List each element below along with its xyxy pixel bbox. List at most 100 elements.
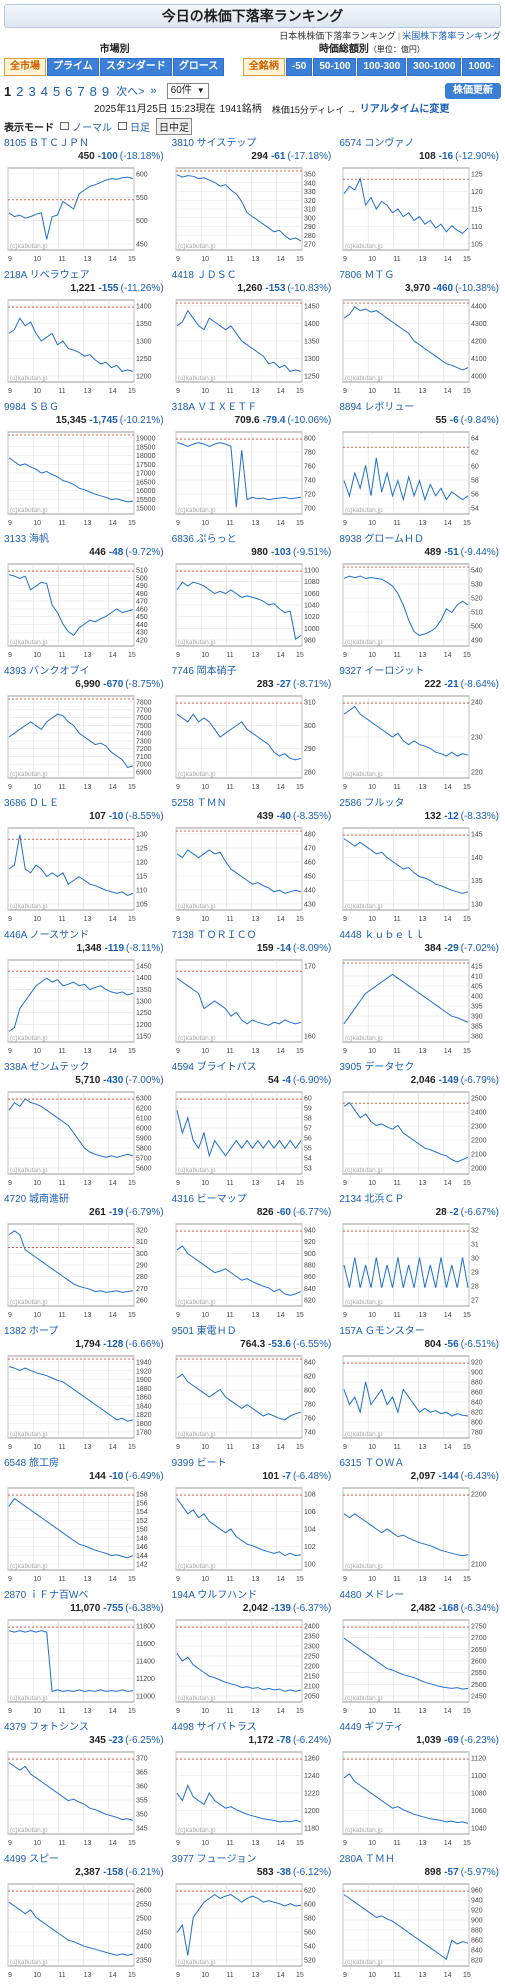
intraday-chart[interactable]: 9 10 11 13 14 15 940 920 900 880 860 840 820 (c)kabut… bbox=[172, 1220, 332, 1320]
stock-name-link[interactable]: 194A ウルフハンド bbox=[171, 1590, 258, 1601]
stock-name-link[interactable]: 2134 北浜ＣＰ bbox=[339, 1194, 405, 1205]
stock-name-link[interactable]: 446A ノースサンド bbox=[4, 930, 90, 941]
stock-name-link[interactable]: 4316 ビーマップ bbox=[171, 1194, 247, 1205]
stock-name-link[interactable]: 7138 ＴＯＲＩＣＯ bbox=[171, 930, 257, 941]
stock-card[interactable]: 318A ＶＩＸＥＴＦ 709.6 -79.4 (-10.06%) 9 10 11 13 14 1… bbox=[172, 401, 334, 533]
stock-card[interactable]: 7138 ＴＯＲＩＣＯ 159 -14 (-8.09%) 9 10 11 13 14 15 170 1… bbox=[172, 929, 334, 1061]
stock-card[interactable]: 3686 ＤＬＥ 107 -10 (-8.55%) 9 10 11 13 14 15 130 125 1… bbox=[4, 797, 166, 929]
stock-card[interactable]: 6574 コンヴァノ 108 -16 (-12.90%) 9 10 11 13 14 15 125 1… bbox=[339, 137, 501, 269]
stock-name-link[interactable]: 8894 レボリュー bbox=[339, 402, 415, 413]
mode-daily[interactable]: 日足 bbox=[118, 119, 150, 134]
page-link[interactable]: 2 bbox=[16, 83, 24, 99]
cap-button[interactable]: -50 bbox=[285, 58, 313, 76]
stock-card[interactable]: 4499 スピー 2,387 -158 (-6.21%) 9 10 11 13 14 15 2600… bbox=[4, 1853, 166, 1985]
stock-card[interactable]: 6548 旅工房 144 -10 (-6.49%) 9 10 11 13 14 15 158 156 1… bbox=[4, 1457, 166, 1589]
stock-name-link[interactable]: 338A ゼンムテック bbox=[4, 1062, 90, 1073]
intraday-chart[interactable]: 9 10 11 13 14 15 2750 2700 2650 2600 2550 2500 2450 (… bbox=[339, 1616, 499, 1716]
market-button[interactable]: スタンダード bbox=[99, 58, 172, 76]
intraday-chart[interactable]: 9 10 11 13 14 15 480 470 460 450 440 430 (c)kabutan.… bbox=[172, 824, 332, 924]
stock-card[interactable]: 4720 城南進研 261 -19 (-6.79%) 9 10 11 13 14 15 320 310… bbox=[4, 1193, 166, 1325]
stock-card[interactable]: 4594 ブライトパス 54 -4 (-6.90%) 9 10 11 13 14 15 60 59 58… bbox=[172, 1061, 334, 1193]
page-link[interactable]: 9 bbox=[101, 83, 110, 99]
intraday-chart[interactable]: 9 10 11 13 14 15 240 230 220 (c)kabutan.jp bbox=[339, 692, 499, 792]
stock-name-link[interactable]: 4379 フォトシンス bbox=[4, 1722, 89, 1733]
stock-name-link[interactable]: 9399 ビート bbox=[171, 1458, 227, 1469]
stock-card[interactable]: 3810 サイステップ 294 -61 (-17.18%) 9 10 11 13 14 15 350… bbox=[172, 137, 334, 269]
refresh-prices-button[interactable]: 株価更新 bbox=[445, 83, 501, 99]
stock-card[interactable]: 446A ノースサンド 1,348 -119 (-8.11%) 9 10 11 13 14 15 1… bbox=[4, 929, 166, 1061]
page-link[interactable]: 8 bbox=[89, 83, 97, 99]
intraday-chart[interactable]: 9 10 11 13 14 15 600 550 500 450 (c)kabutan.jp bbox=[4, 164, 164, 264]
stock-name-link[interactable]: 4594 ブライトパス bbox=[171, 1062, 257, 1073]
stock-card[interactable]: 4393 バンクオブイ 6,990 -670 (-8.75%) 9 10 11 13 14 15 7… bbox=[4, 665, 166, 797]
stock-card[interactable]: 7746 岡本硝子 283 -27 (-8.71%) 9 10 11 13 14 15 310 300… bbox=[172, 665, 334, 797]
page-link[interactable]: 5 bbox=[52, 83, 61, 99]
intraday-chart[interactable]: 9 10 11 13 14 15 145 140 135 130 (c)kabutan.jp bbox=[339, 824, 499, 924]
stock-name-link[interactable]: 5258 ＴＭＮ bbox=[171, 798, 227, 809]
intraday-chart[interactable]: 9 10 11 13 14 15 960 940 920 900 880 860 840 820 (c)ka… bbox=[339, 1880, 499, 1980]
intraday-chart[interactable]: 9 10 11 13 14 15 108 106 104 102 100 (c)kabutan.jp bbox=[172, 1484, 332, 1584]
stock-name-link[interactable]: 218A リベラウェア bbox=[4, 270, 90, 281]
intraday-chart[interactable]: 9 10 11 13 14 15 4400 4300 4200 4100 4000 (c)kabuta… bbox=[339, 296, 499, 396]
stock-card[interactable]: 9399 ビート 101 -7 (-6.48%) 9 10 11 13 14 15 108 106 10… bbox=[172, 1457, 334, 1589]
stock-name-link[interactable]: 3977 フュージョン bbox=[171, 1854, 257, 1865]
stock-name-link[interactable]: 2586 フルッタ bbox=[339, 798, 405, 809]
stock-card[interactable]: 8938 グロームＨＤ 489 -51 (-9.44%) 9 10 11 13 14 15 540 5… bbox=[339, 533, 501, 665]
us-ranking-link[interactable]: 米国株下落率ランキング bbox=[402, 31, 501, 41]
stock-name-link[interactable]: 4418 ＪＤＳＣ bbox=[171, 270, 237, 281]
stock-card[interactable]: 9327 イーロジット 222 -21 (-8.64%) 9 10 11 13 14 15 240 2… bbox=[339, 665, 501, 797]
stock-name-link[interactable]: 3133 海帆 bbox=[4, 534, 50, 545]
stock-card[interactable]: 3133 海帆 446 -48 (-9.72%) 9 10 11 13 14 15 510 500 49… bbox=[4, 533, 166, 665]
stock-card[interactable]: 218A リベラウェア 1,221 -155 (-11.26%) 9 10 11 13 14 15… bbox=[4, 269, 166, 401]
intraday-chart[interactable]: 9 10 11 13 14 15 64 62 60 58 56 54 (c)kabutan.jp bbox=[339, 428, 499, 528]
stock-name-link[interactable]: 280A ＴＭＨ bbox=[339, 1854, 395, 1865]
stock-name-link[interactable]: 9984 ＳＢＧ bbox=[4, 402, 60, 413]
stock-name-link[interactable]: 4499 スピー bbox=[4, 1854, 60, 1865]
stock-card[interactable]: 4480 メドレー 2,482 -168 (-6.34%) 9 10 11 13 14 15 275… bbox=[339, 1589, 501, 1721]
stock-name-link[interactable]: 4480 メドレー bbox=[339, 1590, 405, 1601]
stock-name-link[interactable]: 7746 岡本硝子 bbox=[171, 666, 237, 677]
intraday-chart[interactable]: 9 10 11 13 14 15 920 900 880 860 840 820 800 780 (c)ka… bbox=[339, 1352, 499, 1452]
intraday-chart[interactable]: 9 10 11 13 14 1578007700760075007400730072007… bbox=[4, 692, 164, 792]
stock-card[interactable]: 3977 フュージョン 583 -38 (-6.12%) 9 10 11 13 14 15 620 6… bbox=[172, 1853, 334, 1985]
stock-card[interactable]: 157A Ｇモンスター 804 -56 (-6.51%) 9 10 11 13 14 15 920 9… bbox=[339, 1325, 501, 1457]
stock-name-link[interactable]: 3686 ＤＬＥ bbox=[4, 798, 60, 809]
intraday-chart[interactable]: 9 10 11 13 14 15 1120 1100 1080 1060 1040 (c)kabuta… bbox=[339, 1748, 499, 1848]
cap-button[interactable]: 1000- bbox=[462, 58, 500, 76]
intraday-chart[interactable]: 9 10 11 13 14 15 320 310 300 290 280 270 260 (c)kabut… bbox=[4, 1220, 164, 1320]
stock-card[interactable]: 4449 ギフティ 1,039 -69 (-6.23%) 9 10 11 13 14 15 1120… bbox=[339, 1721, 501, 1853]
intraday-chart[interactable]: 9 10 11 13 14 15 800 780 760 740 720 700 (c)kabutan.… bbox=[172, 428, 332, 528]
stock-name-link[interactable]: 157A Ｇモンスター bbox=[339, 1326, 425, 1337]
stock-name-link[interactable]: 1382 ホープ bbox=[4, 1326, 59, 1337]
market-button[interactable]: プライム bbox=[47, 58, 99, 76]
stock-name-link[interactable]: 9327 イーロジット bbox=[339, 666, 425, 677]
intraday-chart[interactable]: 9 10 11 13 14 15 370 365 360 355 350 345 (c)kabutan.… bbox=[4, 1748, 164, 1848]
intraday-chart[interactable]: 9 10 11 13 14 15 2600 2550 2500 2450 2400 2350 (c)ka… bbox=[4, 1880, 164, 1980]
intraday-chart[interactable]: 9 10 11 13 14 15 1100 1080 1060 1040 1020 1000 980 (c… bbox=[172, 560, 332, 660]
per-page-select[interactable]: 60件 ▼ bbox=[166, 83, 209, 99]
page-link[interactable]: 3 bbox=[28, 83, 36, 99]
stock-name-link[interactable]: 6836 ぷらっと bbox=[171, 534, 237, 545]
page-link[interactable]: 4 bbox=[40, 83, 48, 99]
next-page-link[interactable]: 次へ> bbox=[116, 86, 145, 98]
stock-name-link[interactable]: 3905 データセク bbox=[339, 1062, 415, 1073]
intraday-chart[interactable]: 9 10 11 13 14 15 2500 2400 2300 2200 2100 2000 (c)ka… bbox=[339, 1088, 499, 1188]
stock-card[interactable]: 280A ＴＭＨ 898 -57 (-5.97%) 9 10 11 13 14 15 960 940 9… bbox=[339, 1853, 501, 1985]
stock-name-link[interactable]: 318A ＶＩＸＥＴＦ bbox=[171, 402, 258, 413]
intraday-chart[interactable]: 9 10 11 13 14 15 11800 11600 11400 11200 11000 (c)k… bbox=[4, 1616, 164, 1716]
intraday-chart[interactable]: 9 10 11 13 14 15 60 59 58 57 56 55 54 53 (c)kabutan.jp bbox=[172, 1088, 332, 1188]
stock-name-link[interactable]: 8105 ＢＴＣＪＰＮ bbox=[4, 138, 90, 149]
stock-card[interactable]: 8894 レボリュー 55 -6 (-9.84%) 9 10 11 13 14 15 64 62 60 5… bbox=[339, 401, 501, 533]
intraday-chart[interactable]: 9 10 11 13 14 15 51050049048047046045044043042… bbox=[4, 560, 164, 660]
cap-button[interactable]: 300-1000 bbox=[407, 58, 462, 76]
stock-name-link[interactable]: 8938 グロームＨＤ bbox=[339, 534, 425, 545]
intraday-chart[interactable]: 9 10 11 13 14 15 170 160 (c)kabutan.jp bbox=[172, 956, 332, 1056]
stock-card[interactable]: 3905 データセク 2,046 -149 (-6.79%) 9 10 11 13 14 15 25… bbox=[339, 1061, 501, 1193]
stock-card[interactable]: 2870 ｉＦナ百Wベ 11,070 -755 (-6.38%) 9 10 11 13 14 15… bbox=[4, 1589, 166, 1721]
page-link[interactable]: 7 bbox=[77, 83, 85, 99]
stock-name-link[interactable]: 3810 サイステップ bbox=[171, 138, 257, 149]
intraday-chart[interactable]: 9 10 11 13 14 15 1450 1400 1350 1300 1250 (c)kabuta… bbox=[172, 296, 332, 396]
stock-card[interactable]: 8105 ＢＴＣＪＰＮ 450 -100 (-18.18%) 9 10 11 13 14 15 60… bbox=[4, 137, 166, 269]
stock-name-link[interactable]: 4448 ｋｕｂｅｌｌ bbox=[339, 930, 425, 941]
